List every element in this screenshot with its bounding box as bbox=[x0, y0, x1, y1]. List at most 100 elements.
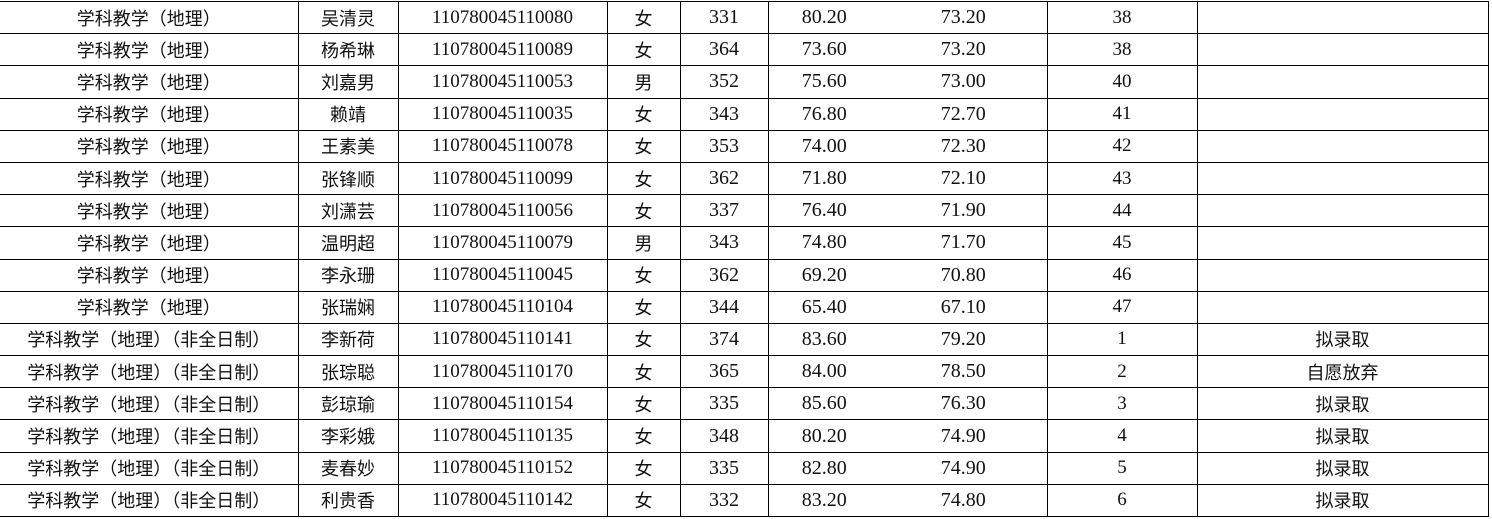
name-cell: 吴清灵 bbox=[297, 0, 399, 35]
total-score-cell: 72.10 bbox=[880, 161, 1048, 196]
major-cell: 学科教学（地理） bbox=[0, 258, 299, 292]
major-cell: 学科教学（地理）（非全日制） bbox=[0, 355, 299, 389]
table-row: 学科教学（地理）（非全日制） 彭琼瑜 110780045110154 女 335 85.6… bbox=[0, 387, 1489, 421]
gender-cell: 女 bbox=[606, 451, 681, 485]
table-row: 学科教学（地理） 吴清灵 110780045110080 女 331 80.20 73.20… bbox=[0, 0, 1489, 35]
remark-cell bbox=[1196, 33, 1489, 67]
gender-cell: 女 bbox=[606, 258, 681, 292]
major-cell: 学科教学（地理）（非全日制） bbox=[0, 451, 299, 485]
major-cell: 学科教学（地理） bbox=[0, 290, 299, 324]
major-cell: 学科教学（地理）（非全日制） bbox=[0, 387, 299, 421]
retest-score-cell: 82.80 bbox=[767, 451, 880, 485]
remark-cell: 拟录取 bbox=[1196, 387, 1489, 421]
gender-cell: 女 bbox=[606, 290, 681, 324]
total-score-cell: 73.20 bbox=[880, 33, 1048, 67]
initial-score-cell: 362 bbox=[679, 258, 769, 292]
major-cell: 学科教学（地理） bbox=[0, 226, 299, 260]
retest-score-cell: 74.80 bbox=[767, 226, 880, 260]
major-cell: 学科教学（地理） bbox=[0, 97, 299, 131]
gender-cell: 女 bbox=[606, 387, 681, 421]
initial-score-cell: 337 bbox=[679, 194, 769, 228]
initial-score-cell: 331 bbox=[679, 0, 769, 35]
name-cell: 张瑞娴 bbox=[297, 290, 399, 324]
remark-cell: 拟录取 bbox=[1196, 322, 1489, 357]
major-cell: 学科教学（地理） bbox=[0, 194, 299, 228]
table-row: 学科教学（地理） 张瑞娴 110780045110104 女 344 65.40 67.10… bbox=[0, 290, 1489, 324]
gender-cell: 女 bbox=[606, 355, 681, 389]
rank-cell: 44 bbox=[1046, 194, 1198, 228]
rank-cell: 2 bbox=[1046, 355, 1198, 389]
name-cell: 李永珊 bbox=[297, 258, 399, 292]
major-cell: 学科教学（地理）（非全日制） bbox=[0, 322, 299, 357]
gender-cell: 女 bbox=[606, 483, 681, 518]
rank-cell: 6 bbox=[1046, 483, 1198, 518]
exam-id-cell: 110780045110045 bbox=[397, 258, 608, 292]
exam-id-cell: 110780045110089 bbox=[397, 33, 608, 67]
major-cell: 学科教学（地理） bbox=[0, 65, 299, 99]
total-score-cell: 70.80 bbox=[880, 258, 1048, 292]
name-cell: 利贵香 bbox=[297, 483, 399, 518]
remark-cell: 自愿放弃 bbox=[1196, 355, 1489, 389]
rank-cell: 38 bbox=[1046, 33, 1198, 67]
initial-score-cell: 365 bbox=[679, 355, 769, 389]
table-row: 学科教学（地理） 温明超 110780045110079 男 343 74.80 71.70… bbox=[0, 226, 1489, 260]
table-row: 学科教学（地理）（非全日制） 李彩娥 110780045110135 女 348 80.2… bbox=[0, 419, 1489, 453]
table-row: 学科教学（地理）（非全日制） 利贵香 110780045110142 女 332 83.2… bbox=[0, 483, 1489, 518]
initial-score-cell: 332 bbox=[679, 483, 769, 518]
remark-cell bbox=[1196, 194, 1489, 228]
retest-score-cell: 76.40 bbox=[767, 194, 880, 228]
name-cell: 麦春妙 bbox=[297, 451, 399, 485]
table-row: 学科教学（地理）（非全日制） 张琮聪 110780045110170 女 365 84.0… bbox=[0, 355, 1489, 389]
name-cell: 杨希琳 bbox=[297, 33, 399, 67]
name-cell: 刘嘉男 bbox=[297, 65, 399, 99]
remark-cell bbox=[1196, 258, 1489, 292]
exam-id-cell: 110780045110080 bbox=[397, 0, 608, 35]
initial-score-cell: 335 bbox=[679, 451, 769, 485]
exam-id-cell: 110780045110056 bbox=[397, 194, 608, 228]
retest-score-cell: 83.60 bbox=[767, 322, 880, 357]
name-cell: 彭琼瑜 bbox=[297, 387, 399, 421]
name-cell: 张琮聪 bbox=[297, 355, 399, 389]
total-score-cell: 71.90 bbox=[880, 194, 1048, 228]
rank-cell: 42 bbox=[1046, 129, 1198, 163]
retest-score-cell: 65.40 bbox=[767, 290, 880, 324]
table-row: 学科教学（地理） 李永珊 110780045110045 女 362 69.20 70.80… bbox=[0, 258, 1489, 292]
retest-score-cell: 84.00 bbox=[767, 355, 880, 389]
remark-cell: 拟录取 bbox=[1196, 451, 1489, 485]
rank-cell: 1 bbox=[1046, 322, 1198, 357]
major-cell: 学科教学（地理） bbox=[0, 0, 299, 35]
rank-cell: 3 bbox=[1046, 387, 1198, 421]
rank-cell: 41 bbox=[1046, 97, 1198, 131]
retest-score-cell: 74.00 bbox=[767, 129, 880, 163]
gender-cell: 女 bbox=[606, 33, 681, 67]
gender-cell: 女 bbox=[606, 129, 681, 163]
gender-cell: 女 bbox=[606, 322, 681, 357]
rank-cell: 5 bbox=[1046, 451, 1198, 485]
initial-score-cell: 348 bbox=[679, 419, 769, 453]
remark-cell bbox=[1196, 65, 1489, 99]
retest-score-cell: 75.60 bbox=[767, 65, 880, 99]
table-row: 学科教学（地理） 刘嘉男 110780045110053 男 352 75.60 73.00… bbox=[0, 65, 1489, 99]
retest-score-cell: 73.60 bbox=[767, 33, 880, 67]
major-cell: 学科教学（地理） bbox=[0, 161, 299, 196]
gender-cell: 女 bbox=[606, 0, 681, 35]
retest-score-cell: 80.20 bbox=[767, 419, 880, 453]
exam-id-cell: 110780045110141 bbox=[397, 322, 608, 357]
remark-cell bbox=[1196, 129, 1489, 163]
total-score-cell: 73.00 bbox=[880, 65, 1048, 99]
rank-cell: 38 bbox=[1046, 0, 1198, 35]
retest-score-cell: 69.20 bbox=[767, 258, 880, 292]
table-row: 学科教学（地理）（非全日制） 李新荷 110780045110141 女 374 83.6… bbox=[0, 322, 1489, 357]
total-score-cell: 71.70 bbox=[880, 226, 1048, 260]
exam-id-cell: 110780045110053 bbox=[397, 65, 608, 99]
table-row: 学科教学（地理） 赖靖 110780045110035 女 343 76.80 72.70 4… bbox=[0, 97, 1489, 131]
initial-score-cell: 352 bbox=[679, 65, 769, 99]
name-cell: 赖靖 bbox=[297, 97, 399, 131]
exam-id-cell: 110780045110078 bbox=[397, 129, 608, 163]
total-score-cell: 72.70 bbox=[880, 97, 1048, 131]
initial-score-cell: 374 bbox=[679, 322, 769, 357]
rank-cell: 40 bbox=[1046, 65, 1198, 99]
table-row: 学科教学（地理）（非全日制） 麦春妙 110780045110152 女 335 82.8… bbox=[0, 451, 1489, 485]
